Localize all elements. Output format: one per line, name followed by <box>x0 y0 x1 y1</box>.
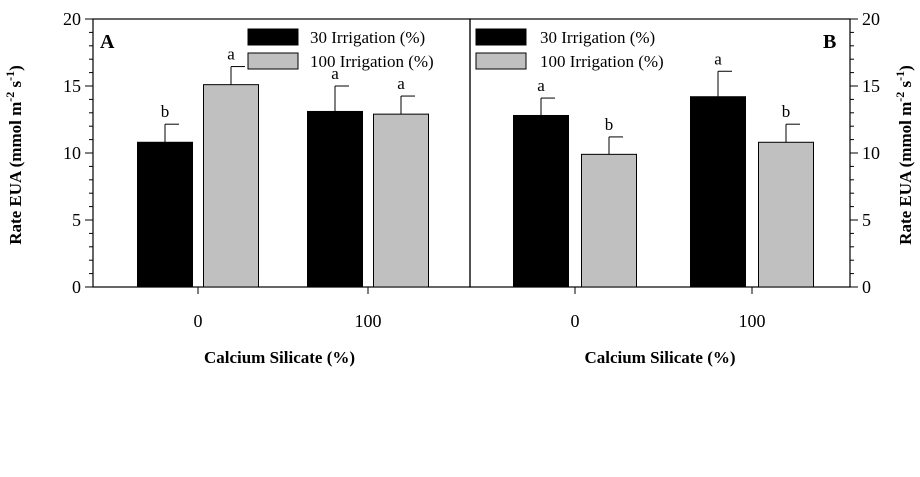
x-tick-label: 100 <box>739 311 766 331</box>
legend-swatch <box>475 52 527 70</box>
bar <box>203 84 259 288</box>
bar <box>690 96 746 288</box>
x-tick-label: 0 <box>194 311 203 331</box>
significance-letter: b <box>782 102 791 121</box>
bar <box>581 153 637 288</box>
panel-label: B <box>823 31 836 53</box>
y-tick-label: 20 <box>862 9 880 29</box>
y-tick-label: 10 <box>862 143 880 163</box>
panel-b: 0 5 10 15 20 Rate EUA (mmol m-2 s-1) 0 100Calci… <box>469 9 915 367</box>
y-tick-label: 15 <box>63 76 81 96</box>
significance-letter: b <box>161 102 170 121</box>
y-tick-label: 10 <box>63 143 81 163</box>
y-axis-title: Rate EUA (mmol m-2 s-1) <box>893 65 915 245</box>
significance-letter: a <box>714 49 722 68</box>
bar <box>513 114 569 288</box>
significance-letter: a <box>227 45 235 64</box>
y-tick-label: 5 <box>72 210 81 230</box>
bar <box>758 141 814 288</box>
panel-label: A <box>100 31 115 53</box>
legend-label: 100 Irrigation (%) <box>540 52 664 71</box>
significance-letter: a <box>331 64 339 83</box>
y-tick-label: 15 <box>862 76 880 96</box>
panel-a: 0 5 10 15 20 Rate EUA (mmol m-2 s-1) 0 100Calci… <box>3 9 471 367</box>
significance-letter: a <box>537 76 545 95</box>
x-axis-title: Calcium Silicate (%) <box>584 348 735 367</box>
x-axis-title: Calcium Silicate (%) <box>204 348 355 367</box>
significance-letter: a <box>397 74 405 93</box>
y-tick-label: 0 <box>72 277 81 297</box>
bar <box>137 141 193 288</box>
x-tick-label: 0 <box>571 311 580 331</box>
legend-swatch <box>247 52 299 70</box>
legend-label: 30 Irrigation (%) <box>310 28 425 47</box>
y-tick-label: 0 <box>862 277 871 297</box>
legend-label: 30 Irrigation (%) <box>540 28 655 47</box>
legend-swatch <box>247 28 299 46</box>
bar <box>373 113 429 288</box>
y-tick-label: 5 <box>862 210 871 230</box>
x-tick-label: 100 <box>355 311 382 331</box>
significance-letter: b <box>605 115 614 134</box>
bar <box>307 110 363 288</box>
legend-swatch <box>475 28 527 46</box>
legend-label: 100 Irrigation (%) <box>310 52 434 71</box>
y-tick-label: 20 <box>63 9 81 29</box>
y-axis-title: Rate EUA (mmol m-2 s-1) <box>3 65 25 245</box>
